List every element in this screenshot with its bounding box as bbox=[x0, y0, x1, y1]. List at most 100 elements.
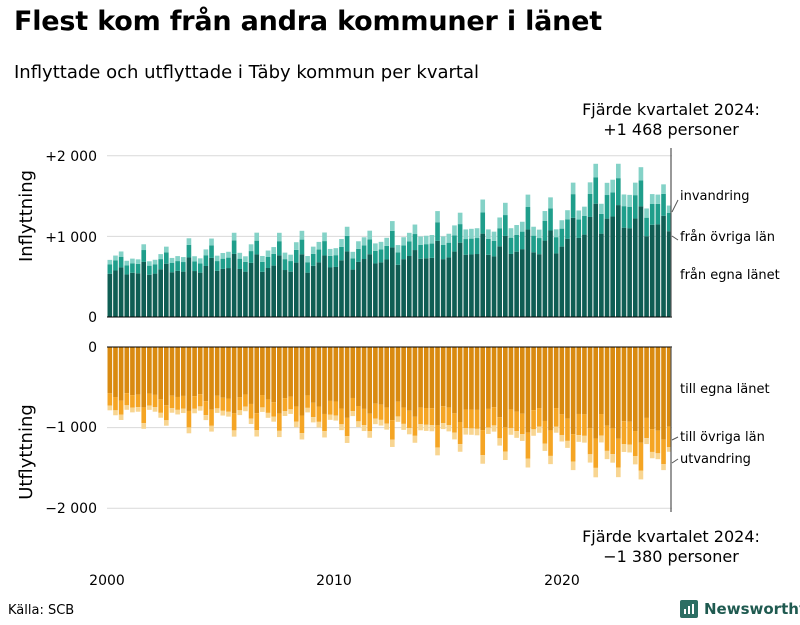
bar-to-other-counties bbox=[593, 438, 599, 468]
bar-to-own-county bbox=[536, 347, 542, 409]
bar-to-other-counties bbox=[486, 408, 491, 428]
bar-from-other-counties bbox=[254, 240, 260, 255]
bar-from-other-counties bbox=[248, 251, 254, 263]
bar-to-other-counties bbox=[452, 413, 457, 433]
bar-from-other-counties bbox=[209, 245, 214, 258]
bar-immigration bbox=[486, 229, 491, 239]
bar-to-other-counties bbox=[576, 413, 582, 436]
bar-from-other-counties bbox=[333, 255, 339, 267]
bar-from-other-counties bbox=[118, 256, 124, 268]
bar-emigration bbox=[604, 450, 610, 460]
bar-from-other-counties bbox=[214, 261, 220, 271]
bar-from-own-county bbox=[231, 253, 237, 317]
bar-to-other-counties bbox=[118, 400, 124, 415]
bar-from-other-counties bbox=[480, 212, 486, 234]
bar-from-own-county bbox=[497, 246, 502, 317]
leader-immigration bbox=[671, 199, 679, 213]
bar-from-own-county bbox=[113, 270, 118, 317]
bar-to-other-counties bbox=[135, 394, 141, 408]
bar-from-own-county bbox=[440, 259, 446, 317]
bar-to-own-county bbox=[401, 347, 406, 408]
bar-to-other-counties bbox=[180, 395, 186, 409]
bar-from-other-counties bbox=[226, 257, 231, 269]
bar-to-other-counties bbox=[214, 395, 220, 409]
bar-from-other-counties bbox=[390, 230, 395, 248]
bar-to-own-county bbox=[107, 347, 113, 394]
bar-emigration bbox=[378, 419, 384, 426]
brand-logo[interactable]: Newsworthy bbox=[680, 600, 800, 618]
bar-to-own-county bbox=[406, 347, 412, 411]
bar-emigration bbox=[435, 447, 440, 456]
bar-to-other-counties bbox=[553, 408, 559, 427]
bar-emigration bbox=[503, 451, 508, 461]
bar-from-own-county bbox=[147, 274, 152, 317]
bar-to-own-county bbox=[243, 347, 248, 395]
bar-to-own-county bbox=[350, 347, 356, 398]
bar-from-other-counties bbox=[356, 248, 361, 262]
chart-subtitle: Inflyttade och utflyttade i Täby kommun … bbox=[14, 62, 480, 83]
bar-immigration bbox=[480, 199, 486, 213]
bar-emigration bbox=[638, 470, 644, 480]
bar-emigration bbox=[452, 432, 457, 440]
bar-emigration bbox=[390, 439, 395, 447]
bar-immigration bbox=[248, 244, 254, 252]
bar-to-own-county bbox=[446, 347, 452, 408]
bar-from-own-county bbox=[203, 265, 209, 317]
bar-to-own-county bbox=[322, 347, 327, 414]
bar-emigration bbox=[305, 407, 310, 413]
bar-to-other-counties bbox=[373, 403, 378, 419]
bar-emigration bbox=[293, 421, 299, 428]
bar-from-own-county bbox=[237, 268, 243, 317]
bar-from-own-county bbox=[661, 215, 666, 317]
bar-to-own-county bbox=[254, 347, 260, 414]
bar-emigration bbox=[158, 412, 163, 418]
bar-to-own-county bbox=[390, 347, 395, 421]
bar-to-other-counties bbox=[661, 439, 666, 465]
bar-to-other-counties bbox=[322, 413, 327, 432]
bar-immigration bbox=[373, 243, 378, 251]
bar-immigration bbox=[565, 210, 570, 220]
bar-from-other-counties bbox=[327, 255, 333, 268]
bar-emigration bbox=[333, 415, 339, 421]
bar-emigration bbox=[666, 447, 672, 452]
bar-immigration bbox=[435, 211, 440, 223]
bar-from-own-county bbox=[327, 267, 333, 317]
bar-to-other-counties bbox=[440, 406, 446, 424]
bar-from-other-counties bbox=[638, 180, 644, 207]
bar-to-other-counties bbox=[265, 399, 271, 413]
bar-from-own-county bbox=[265, 268, 271, 317]
bar-immigration bbox=[344, 226, 350, 236]
bar-immigration bbox=[503, 202, 508, 216]
bar-immigration bbox=[508, 228, 514, 238]
bar-to-other-counties bbox=[367, 413, 373, 432]
bar-emigration bbox=[655, 453, 661, 460]
bar-to-own-county bbox=[214, 347, 220, 396]
bar-from-other-counties bbox=[147, 265, 152, 275]
ytick-bottom-1000: −1 000 bbox=[45, 420, 97, 436]
bar-to-other-counties bbox=[599, 414, 604, 436]
bar-to-own-county bbox=[435, 347, 440, 426]
bar-emigration bbox=[610, 454, 615, 463]
bar-from-other-counties bbox=[305, 262, 310, 273]
bar-emigration bbox=[186, 427, 192, 434]
bar-to-other-counties bbox=[616, 438, 621, 468]
bar-to-other-counties bbox=[288, 396, 293, 410]
bar-from-other-counties bbox=[593, 177, 599, 204]
bar-from-own-county bbox=[310, 265, 316, 317]
bar-to-other-counties bbox=[423, 408, 429, 425]
bar-immigration bbox=[423, 235, 429, 245]
bar-to-other-counties bbox=[587, 428, 593, 455]
bar-from-own-county bbox=[124, 274, 130, 317]
bar-to-other-counties bbox=[542, 420, 548, 444]
bar-to-other-counties bbox=[299, 415, 305, 434]
bar-from-other-counties bbox=[627, 206, 632, 229]
bar-immigration bbox=[118, 251, 124, 257]
bar-to-own-county bbox=[503, 347, 508, 428]
bar-immigration bbox=[610, 179, 615, 193]
bar-from-other-counties bbox=[661, 193, 666, 216]
bar-immigration bbox=[491, 231, 497, 241]
bar-emigration bbox=[107, 405, 113, 411]
bar-to-own-county bbox=[260, 347, 265, 396]
bar-immigration bbox=[282, 252, 288, 260]
bar-immigration bbox=[141, 244, 147, 251]
